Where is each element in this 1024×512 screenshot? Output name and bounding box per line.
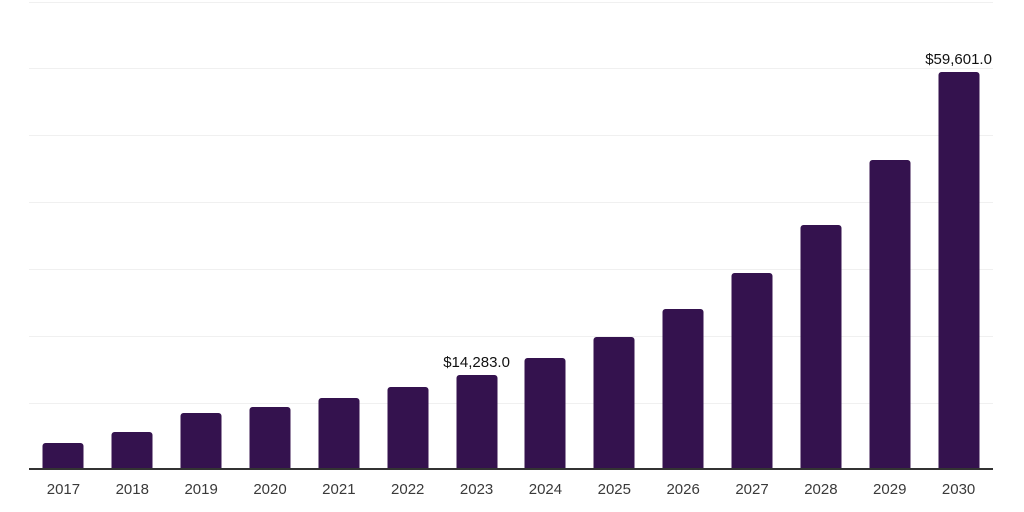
plot-area: $14,283.0 $59,601.0	[29, 1, 993, 470]
bar-group-2023: $14,283.0	[442, 2, 511, 470]
data-label-2023: $14,283.0	[443, 353, 510, 371]
bar-2027	[731, 272, 773, 470]
gridline	[29, 335, 993, 337]
bar-group-2030: $59,601.0	[924, 2, 993, 470]
data-label-2030: $59,601.0	[925, 50, 992, 68]
bar-2029	[869, 160, 911, 470]
bar-2018	[111, 431, 153, 470]
bar-2028	[800, 225, 842, 470]
bar-group-2027	[718, 2, 787, 470]
gridline	[29, 68, 993, 70]
x-tick-label-2027: 2027	[735, 481, 769, 498]
bar-group-2029	[855, 2, 924, 470]
bar-group-2025	[580, 2, 649, 470]
gridline	[29, 202, 993, 204]
bar-group-2021	[304, 2, 373, 470]
gridline	[29, 135, 993, 137]
x-tick-label-2017: 2017	[46, 481, 81, 498]
x-tick-label-2022: 2022	[391, 481, 425, 498]
bar-group-2019	[167, 2, 236, 470]
bar-2021	[318, 397, 360, 470]
bar-2025	[593, 336, 635, 470]
x-tick-label-2023: 2023	[459, 481, 494, 498]
bar-2017	[42, 443, 84, 470]
bar-group-2018	[98, 2, 167, 470]
bar-2019	[180, 413, 222, 470]
x-tick-label-2020: 2020	[253, 481, 287, 498]
bar-2030	[938, 71, 980, 470]
bar-2020	[249, 407, 291, 470]
x-tick-label-2024: 2024	[528, 481, 563, 498]
bar-group-2024	[511, 2, 580, 470]
bar-group-2020	[236, 2, 305, 470]
x-tick-label-2028: 2028	[804, 481, 838, 498]
x-tick-label-2021: 2021	[322, 481, 356, 498]
x-tick-label-2019: 2019	[184, 481, 218, 498]
x-tick-label-2026: 2026	[666, 481, 700, 498]
x-tick-label-2030: 2030	[941, 481, 976, 498]
bar-group-2017	[29, 2, 98, 470]
bar-group-2028	[786, 2, 855, 470]
x-axis-tick-labels: 2017 2018 2019 2020 2021 2022 2023 2024 2025 2026…	[29, 481, 993, 498]
bar-group-2026	[649, 2, 718, 470]
bar-2022	[387, 387, 429, 470]
bar-2026	[662, 308, 704, 470]
x-tick-label-2018: 2018	[115, 481, 149, 498]
gridline	[29, 1, 993, 3]
x-axis-line	[29, 468, 993, 470]
gridline	[29, 402, 993, 404]
gridline	[29, 268, 993, 270]
x-tick-label-2029: 2029	[873, 481, 907, 498]
x-tick-label-2025: 2025	[597, 481, 631, 498]
bar-group-2022	[373, 2, 442, 470]
bar-2024	[524, 358, 566, 470]
bar-2023	[456, 374, 498, 470]
